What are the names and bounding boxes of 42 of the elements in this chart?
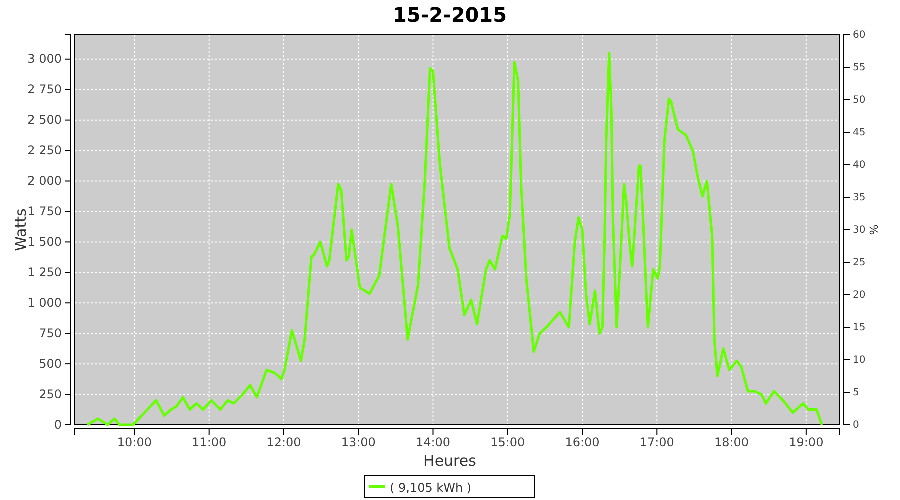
y2-tick-label: 40 bbox=[853, 160, 866, 172]
y-tick-label: 250 bbox=[39, 387, 62, 402]
y-tick-label: 750 bbox=[39, 326, 62, 340]
y2-tick-label: 55 bbox=[853, 62, 866, 74]
chart-title: 15-2-2015 bbox=[392, 3, 508, 27]
y2-tick-label: 30 bbox=[853, 225, 866, 236]
line-series bbox=[86, 52, 824, 426]
x-axis-title: Heures bbox=[424, 452, 477, 470]
y-tick-label: 2 250 bbox=[28, 144, 62, 158]
y-axis-title: Watts bbox=[12, 208, 30, 252]
legend-label: ( 9,105 kWh ) bbox=[390, 481, 472, 495]
y2-tick-label: 50 bbox=[853, 95, 866, 106]
y-tick-label: 0 bbox=[54, 418, 62, 432]
y-tick-label: 1 250 bbox=[28, 265, 62, 280]
y2-tick-label: 20 bbox=[853, 290, 866, 302]
x-tick-label: 11:00 bbox=[192, 436, 227, 450]
y2-tick-label: 45 bbox=[853, 128, 866, 139]
x-tick-label: 16:00 bbox=[565, 436, 600, 450]
y-tick-label: 2 750 bbox=[28, 82, 62, 97]
x-tick-label: 15:00 bbox=[490, 436, 526, 450]
y2-tick-label: 25 bbox=[853, 258, 866, 269]
y2-tick-label: 60 bbox=[853, 30, 866, 42]
y2-axis-title: % bbox=[867, 224, 880, 236]
x-tick-label: 13:00 bbox=[341, 436, 376, 450]
x-tick-label: 17:00 bbox=[640, 436, 674, 450]
y-tick-label: 500 bbox=[39, 356, 62, 371]
y-tick-label: 1 500 bbox=[28, 235, 62, 250]
y2-tick-label: 10 bbox=[853, 355, 866, 366]
x-tick-label: 14:00 bbox=[416, 436, 451, 450]
y2-tick-label: 5 bbox=[853, 388, 860, 399]
x-tick-label: 19:00 bbox=[789, 436, 824, 450]
y2-tick-label: 15 bbox=[853, 322, 866, 334]
y-tick-label: 2 000 bbox=[28, 174, 62, 188]
x-tick-label: 18:00 bbox=[714, 436, 750, 450]
y-tick-label: 2 500 bbox=[28, 113, 62, 128]
y-tick-label: 1 000 bbox=[28, 296, 62, 310]
y2-tick-label: 0 bbox=[853, 420, 860, 432]
y-tick-label: 1 750 bbox=[28, 204, 62, 219]
y2-tick-label: 35 bbox=[853, 192, 866, 204]
y-tick-label: 3 000 bbox=[28, 52, 62, 66]
x-tick-label: 12:00 bbox=[266, 436, 302, 450]
x-tick-label: 10:00 bbox=[117, 436, 152, 450]
